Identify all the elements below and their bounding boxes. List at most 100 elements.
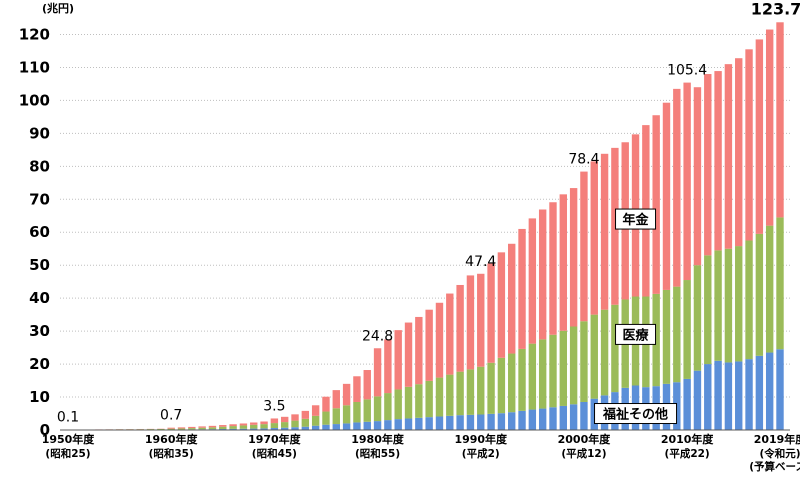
bar-segment	[776, 22, 784, 218]
bar-segment	[363, 421, 371, 430]
bar-stack-1971	[280, 416, 289, 430]
total-annotation: 105.4	[667, 63, 707, 79]
bar-stack-1983	[404, 322, 413, 430]
bar-segment	[693, 370, 702, 430]
bar-segment	[311, 415, 320, 426]
bar-segment	[301, 418, 310, 427]
bar-stack-1996	[538, 209, 547, 430]
total-annotation: 123.7	[751, 0, 800, 18]
bar-segment	[332, 390, 340, 409]
bar-segment	[157, 428, 165, 430]
bar-segment	[704, 255, 712, 365]
bar-segment	[559, 194, 568, 331]
bar-segment	[270, 418, 279, 424]
bar-stack-2010	[683, 82, 691, 430]
bar-segment	[662, 289, 671, 384]
bar-segment	[208, 425, 217, 428]
bar-segment	[435, 302, 444, 378]
bar-segment	[466, 414, 475, 430]
bar-segment	[518, 348, 526, 411]
total-annotations: 0.1 0.7 3.5 24.8 47.4 78.4 105.4 123.7	[57, 0, 800, 426]
bar-stack-2005	[631, 134, 640, 430]
bar-segment	[487, 362, 495, 414]
bar-stack-2013	[714, 71, 722, 430]
bar-segment	[693, 87, 702, 266]
bar-segment	[508, 412, 516, 430]
bar-segment	[497, 357, 506, 414]
legend-box	[615, 323, 657, 345]
bar-segment	[394, 330, 402, 390]
bar-stack-2003	[611, 147, 619, 430]
bar-segment	[652, 115, 660, 294]
bar-segment	[301, 410, 310, 419]
bar-segment	[250, 424, 258, 429]
bar-segment	[260, 421, 268, 425]
bar-segment	[538, 209, 547, 340]
bar-segment	[735, 246, 743, 362]
bar-stack-1982	[394, 330, 402, 430]
x-label-year: 1970年度	[248, 432, 302, 446]
bar-segment	[188, 428, 196, 430]
bar-segment	[270, 423, 279, 429]
x-label-year: 1990年度	[454, 432, 508, 446]
bar-segment	[569, 404, 578, 430]
bar-segment	[384, 339, 392, 394]
x-label-era: (令和元)	[759, 447, 800, 460]
bar-segment	[538, 408, 547, 430]
bar-segment	[435, 416, 444, 430]
bar-segment	[363, 370, 371, 400]
bar-stack-1994	[518, 228, 526, 430]
bar-segment	[446, 374, 454, 416]
legend-text: 福祉その他	[602, 407, 668, 423]
stacked-bars	[64, 22, 784, 430]
bar-segment	[280, 422, 289, 428]
bar-segment	[167, 428, 175, 430]
bar-stack-1986	[435, 302, 444, 430]
y-tick-label: 10	[29, 388, 50, 406]
bar-segment	[611, 304, 619, 393]
x-label-year: 1980年度	[351, 432, 405, 446]
y-axis-unit-label: (兆円)	[42, 1, 74, 15]
bar-segment	[683, 82, 691, 281]
bar-segment	[404, 322, 413, 387]
bar-segment	[280, 427, 289, 430]
bar-segment	[250, 428, 258, 430]
x-label-year: 1950年度	[42, 432, 96, 446]
bar-segment	[342, 405, 351, 424]
bar-segment	[673, 88, 681, 287]
bar-stack-1977	[342, 383, 351, 430]
bar-stack-1995	[528, 218, 537, 430]
bar-segment	[765, 225, 774, 353]
bar-stack-2014	[724, 64, 733, 430]
bar-segment	[765, 352, 774, 430]
legend-text: 医療	[623, 327, 650, 343]
bar-segment	[745, 359, 753, 430]
bar-segment	[373, 396, 382, 422]
x-label-era: (昭和35)	[149, 447, 194, 460]
bar-segment	[198, 427, 206, 430]
y-tick-label: 50	[29, 256, 50, 274]
y-tick-label: 0	[40, 421, 50, 439]
bar-segment	[776, 349, 784, 430]
bar-segment	[219, 426, 227, 430]
bar-segment	[425, 380, 433, 418]
bar-stack-1965	[219, 425, 227, 430]
bar-segment	[487, 413, 495, 430]
bar-segment	[559, 405, 568, 430]
y-tick-label: 20	[29, 355, 50, 373]
x-label-era: (平成12)	[561, 447, 606, 460]
bar-stack-1975	[322, 396, 330, 430]
x-label-era: (昭和25)	[45, 447, 90, 460]
bar-stack-1979	[363, 370, 371, 430]
bar-segment	[322, 396, 330, 412]
bar-segment	[549, 334, 557, 408]
bar-segment	[239, 423, 248, 426]
bar-segment	[714, 71, 722, 251]
bar-segment	[425, 417, 433, 430]
y-tick-label: 90	[29, 124, 50, 142]
y-tick-label: 110	[19, 58, 50, 76]
bar-segment	[177, 428, 186, 430]
bar-stack-1967	[239, 423, 248, 430]
bar-segment	[724, 362, 733, 430]
bar-segment	[260, 428, 268, 430]
